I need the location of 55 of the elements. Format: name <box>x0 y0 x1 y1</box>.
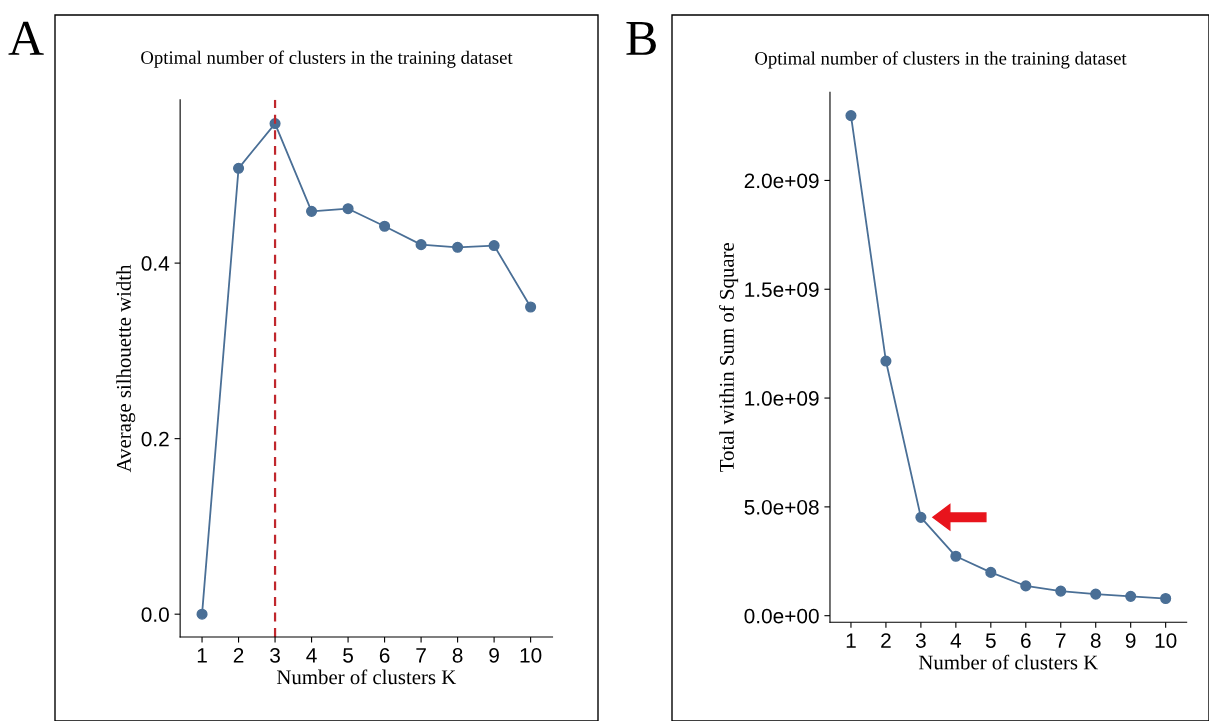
y-tick-label: 0.0e+00 <box>744 608 819 624</box>
x-tick-label: 7 <box>416 648 426 663</box>
y-axis-title: Total within Sum of Square <box>719 242 739 472</box>
x-tick-label: 9 <box>1125 633 1136 648</box>
point <box>1090 588 1102 600</box>
x-axis-title: Number of clusters K <box>918 654 1099 670</box>
x-tick-label: 8 <box>452 647 463 663</box>
y-tick-label: 0.2 <box>141 431 169 447</box>
point <box>1125 590 1137 602</box>
x-tick-label: 5 <box>985 633 996 648</box>
y-axis-title: Average silhouette width <box>116 264 136 473</box>
point <box>232 162 245 174</box>
x-tick-label: 10 <box>1155 633 1177 648</box>
point <box>306 205 318 217</box>
text: A <box>8 21 44 55</box>
point <box>880 355 892 367</box>
x-axis-title: Number of clusters K <box>276 669 457 685</box>
point <box>452 241 464 253</box>
y-tick-label: 5.0e+08 <box>744 499 819 515</box>
x-tick-label: 3 <box>270 647 280 663</box>
y-tick-label: 2.0e+09 <box>744 173 819 189</box>
y-tick-label: 1.5e+09 <box>745 282 819 297</box>
x-tick-label: 7 <box>1056 633 1066 648</box>
chart-title: Optimal number of clusters in the training dataset <box>141 50 513 68</box>
x-tick-label: 9 <box>489 647 499 663</box>
point <box>915 511 927 523</box>
text: B <box>626 21 656 55</box>
x-tick-label: 1 <box>846 633 856 648</box>
point <box>845 110 857 122</box>
x-tick-label: 10 <box>520 647 542 663</box>
point <box>415 239 427 251</box>
x-tick-label: 3 <box>915 633 926 648</box>
y-tick-label: 0.0 <box>141 607 169 622</box>
point <box>196 608 208 620</box>
point <box>488 239 500 252</box>
x-tick-label: 2 <box>881 633 891 648</box>
x-tick-label: 6 <box>379 647 390 663</box>
x-tick-label: 1 <box>197 648 207 663</box>
point <box>1160 592 1172 605</box>
x-tick-label: 6 <box>1021 633 1031 648</box>
y-tick-label: 0.4 <box>141 256 170 271</box>
point <box>1020 580 1032 592</box>
point <box>950 550 962 562</box>
chart-title: Optimal number of clusters in the training dataset <box>755 51 1127 69</box>
x-tick-label: 8 <box>1090 633 1101 648</box>
x-tick-label: 4 <box>306 648 317 663</box>
point <box>525 301 537 313</box>
point <box>985 566 997 578</box>
point <box>379 220 391 232</box>
y-tick-label: 1.0e+09 <box>745 391 819 406</box>
x-tick-label: 5 <box>343 648 353 663</box>
point <box>342 203 354 215</box>
x-tick-label: 4 <box>950 633 962 648</box>
point <box>1055 585 1067 597</box>
x-tick-label: 2 <box>233 647 244 663</box>
